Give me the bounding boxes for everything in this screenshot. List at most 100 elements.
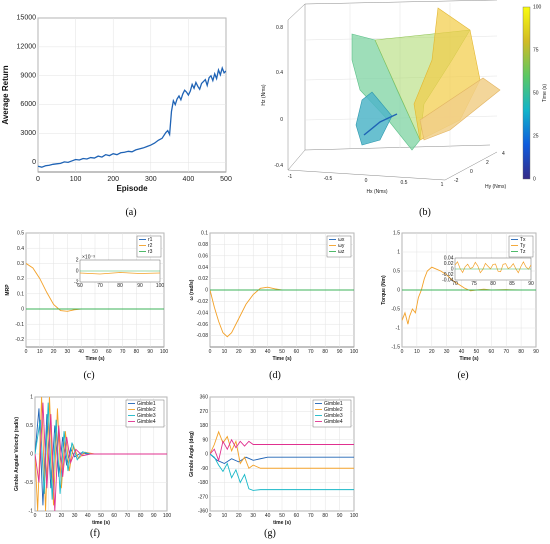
inset-x-tick: 80 — [117, 283, 123, 289]
x-tick-label: 20 — [236, 513, 242, 519]
y-tick-label: -2 — [454, 178, 459, 184]
y-tick-label: 4 — [502, 151, 505, 157]
x-tick-label: 30 — [72, 513, 78, 519]
legend-label: Gimble2 — [137, 407, 156, 413]
x-tick-label: 0 — [401, 349, 404, 355]
y-tick-label: 0.2 — [17, 276, 24, 282]
series-line-Gimble1 — [210, 453, 354, 465]
x-tick-label: 100 — [70, 176, 82, 183]
axis-frame-line — [287, 3, 306, 21]
inset-x-tick: 70 — [452, 281, 458, 287]
y-tick-label: 90 — [202, 437, 208, 443]
x-tick-label: 400 — [183, 176, 195, 183]
chart-e-torque: 0 10 20 30 40 50 60 70 80 90 -1.5 -1 -0.5 0 0.5 1 1.5 Tim… — [381, 231, 539, 362]
inset-y-tick: 0 — [76, 269, 79, 275]
y-tick-label: 1 — [30, 395, 33, 401]
x-tick-label: 70 — [125, 513, 131, 519]
colorbar-tick-label: 100 — [533, 5, 542, 11]
legend-label: Gimble1 — [137, 401, 156, 407]
x-tick-label: 300 — [145, 176, 157, 183]
trajectory-core — [363, 113, 398, 136]
colorbar-tick-label: 75 — [533, 48, 539, 54]
x-tick-label: -1 — [288, 174, 293, 180]
legend-label: ωy — [338, 243, 345, 249]
x-tick-label: 0.5 — [401, 180, 408, 186]
legend-label: Gimble1 — [324, 401, 343, 407]
x-tick-label: 30 — [444, 349, 450, 355]
y-tick-label: 0 — [30, 452, 33, 458]
x-tick-label: 100 — [163, 513, 172, 519]
x-axis-label: Hx (Nms) — [366, 189, 387, 195]
x-tick-label: 60 — [489, 349, 495, 355]
x-tick-label: 20 — [51, 349, 57, 355]
inset-y-tick: -0.04 — [442, 278, 454, 284]
axis-frame-line — [444, 151, 498, 181]
x-tick-label: 40 — [265, 349, 271, 355]
inset-series-line — [79, 272, 161, 275]
y-tick-label: 0.3 — [17, 261, 24, 267]
x-tick-label: 100 — [160, 349, 169, 355]
series-line-Gimble2 — [210, 430, 354, 469]
x-tick-label: 30 — [65, 349, 71, 355]
inset-series-line — [454, 261, 532, 274]
y-tick-label: -0.2 — [15, 337, 24, 343]
legend-label: Gimble4 — [137, 419, 156, 425]
y-tick-label: 0.4 — [17, 246, 24, 252]
x-tick-label: 0 — [25, 349, 28, 355]
y-tick-label: -1.5 — [391, 345, 400, 351]
inset-y-tick: 2 — [76, 258, 79, 264]
axis-frame-line — [304, 0, 498, 5]
y-tick-label: -1 — [396, 326, 401, 332]
legend-label: Ty — [520, 243, 526, 249]
legend-label: r2 — [148, 243, 153, 249]
colorbar-tick-label: 25 — [533, 134, 539, 140]
x-tick-label: 50 — [92, 349, 98, 355]
series-line-Gimble2 — [35, 397, 167, 511]
chart-f-gimbal-velocity: 0 10 20 30 40 50 60 70 80 90 100 -1 -0.5 0 0.5 1 time (s… — [14, 395, 171, 526]
y-tick-label: -0.08 — [197, 333, 209, 339]
x-tick-label: 80 — [138, 513, 144, 519]
x-tick-label: 70 — [308, 349, 314, 355]
x-axis-label: Time (s) — [272, 356, 291, 362]
x-tick-label: 40 — [459, 349, 465, 355]
y-tick-label: 12000 — [17, 43, 37, 50]
y-tick-label: 0 — [21, 307, 24, 313]
legend-label: ωx — [338, 237, 345, 243]
x-axis-label: Time (s) — [85, 356, 104, 362]
axis-frame-line — [287, 149, 306, 171]
y-tick-label: 0.5 — [26, 423, 33, 429]
x-tick-label: -0.5 — [324, 176, 333, 182]
inset-y-tick: 0 — [451, 267, 454, 273]
y-tick-label: 9000 — [20, 72, 36, 79]
colorbar-label: Time (s) — [542, 84, 548, 102]
y-tick-label: 2 — [486, 160, 489, 166]
x-axis-label: time (s) — [92, 520, 110, 526]
y-axis-label: ω (rad/s) — [189, 279, 195, 300]
legend-label: Tx — [520, 237, 526, 243]
inset-x-tick: 70 — [97, 283, 103, 289]
x-tick-label: 0 — [36, 176, 40, 183]
inset-scale-label: ×10⁻³ — [82, 255, 95, 261]
z-axis-label: Hz (Nms) — [261, 84, 267, 105]
x-tick-label: 0 — [365, 178, 368, 184]
x-tick-label: 80 — [322, 349, 328, 355]
y-tick-label: 3000 — [20, 130, 36, 137]
caption-f: (f) — [90, 528, 100, 539]
chart-c-mrp: 0 10 20 30 40 50 60 70 80 90 100-0.2-0.100.10.20.3… — [5, 231, 168, 362]
x-tick-label: 70 — [120, 349, 126, 355]
x-tick-label: 30 — [250, 513, 256, 519]
y-tick-label: 0.1 — [17, 291, 24, 297]
y-tick-label: 15000 — [17, 15, 37, 22]
x-axis-label: Time (s) — [459, 356, 478, 362]
series-line-ωy — [210, 286, 354, 338]
y-tick-label: 180 — [200, 423, 209, 429]
x-tick-label: 90 — [337, 349, 343, 355]
x-tick-label: 50 — [279, 349, 285, 355]
plot-area-a — [37, 17, 227, 173]
y-tick-label: 0.08 — [198, 242, 208, 248]
caption-c: (c) — [83, 370, 94, 381]
x-tick-label: 20 — [236, 349, 242, 355]
y-tick-label: 0.5 — [393, 269, 400, 275]
legend-label: ωz — [338, 249, 345, 255]
inset-x-tick: 90 — [528, 281, 534, 287]
